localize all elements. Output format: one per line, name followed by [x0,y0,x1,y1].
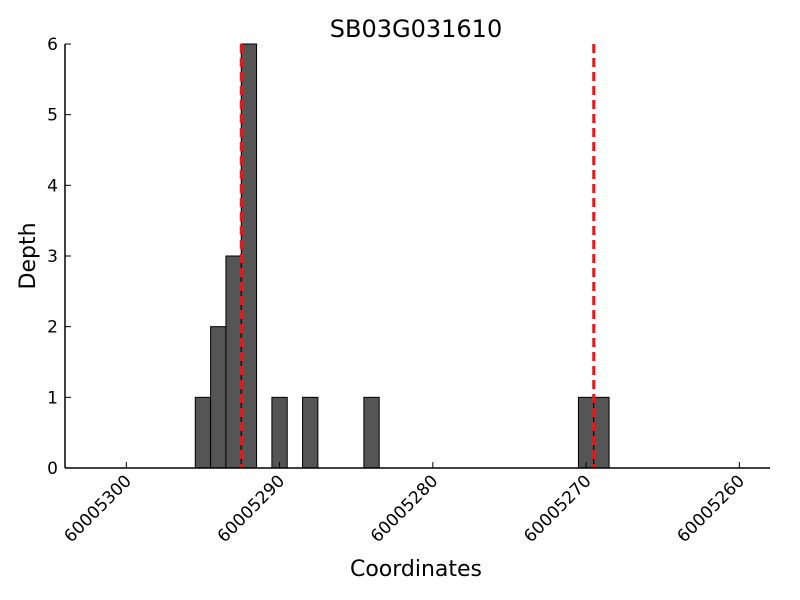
y-axis-label: Depth [16,222,41,289]
x-axis-label: Coordinates [350,557,482,582]
histogram-bar [271,396,288,469]
y-tick-label: 5 [47,106,58,126]
histogram-bar [593,396,610,469]
reference-lines-layer [239,44,596,468]
histogram-bar [194,396,212,469]
bars-layer [194,43,610,469]
x-tick-label: 60005260 [674,471,749,546]
y-tick-label: 6 [47,35,58,55]
histogram-bar [577,396,595,469]
x-tick-label: 60005280 [367,471,442,546]
x-tick-label: 60005290 [214,471,289,546]
chart-title: SB03G031610 [330,15,502,43]
histogram-bar [240,43,258,469]
y-tick-label: 1 [47,388,58,408]
x-tick-label: 60005300 [61,471,136,546]
histogram-bar [302,396,319,469]
axes-layer: 0 1 2 3 4 5 6 60005300 60005290 60005280 60005270 6… [47,35,770,547]
y-tick-label: 0 [47,459,58,479]
x-tick-label: 60005270 [520,471,595,546]
y-tick-label: 2 [47,318,58,338]
histogram-bar [363,396,380,469]
histogram-bar [225,255,242,469]
histogram-bar [210,326,227,469]
y-tick-label: 4 [47,176,58,196]
y-tick-label: 3 [47,247,58,267]
